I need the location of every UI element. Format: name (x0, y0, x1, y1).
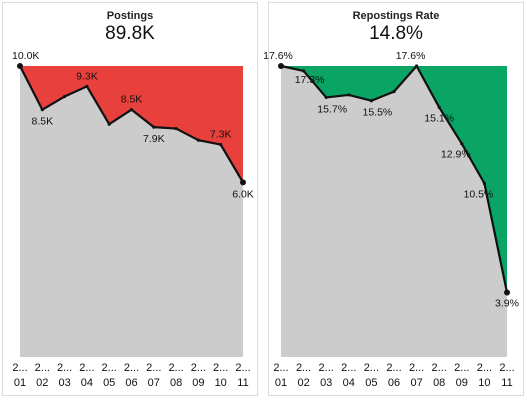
data-label: 8.5K (31, 116, 53, 128)
data-label: 7.9K (143, 133, 165, 145)
data-label: 12.9% (441, 149, 471, 161)
x-tick-label: 2... (386, 362, 401, 374)
x-tick-label: 10 (215, 377, 227, 389)
area-gap (20, 66, 243, 183)
data-point (392, 90, 396, 94)
x-tick-label: 2... (296, 362, 311, 374)
x-tick-label: 2... (409, 362, 424, 374)
data-point (482, 181, 486, 185)
x-tick-label: 2... (168, 362, 183, 374)
data-point (152, 125, 156, 129)
x-tick-label: 2... (454, 362, 469, 374)
x-tick-label: 01 (14, 377, 26, 389)
x-tick-label: 2... (319, 362, 334, 374)
x-tick-label: 10 (478, 377, 490, 389)
x-tick-label: 2... (146, 362, 161, 374)
kpi-value: 14.8% (369, 23, 423, 44)
x-tick-label: 05 (103, 377, 115, 389)
x-tick-label: 2... (432, 362, 447, 374)
x-tick-label: 04 (343, 377, 355, 389)
x-tick-label: 02 (36, 377, 48, 389)
x-tick-label: 04 (81, 377, 93, 389)
x-tick-label: 03 (320, 377, 332, 389)
data-label: 9.3K (76, 70, 98, 82)
data-label: 15.1% (424, 112, 454, 124)
x-tick-label: 2... (57, 362, 72, 374)
x-tick-label: 08 (433, 377, 445, 389)
x-tick-label: 08 (170, 377, 182, 389)
x-tick-label: 2... (124, 362, 139, 374)
x-tick-label: 03 (58, 377, 70, 389)
data-label: 17.6% (396, 50, 426, 62)
data-label: 3.9% (495, 298, 519, 310)
data-point (129, 108, 134, 112)
postings-chart: 10.0K 8.5K 9.3K 8.5K 7.9K 7.3K 6.0K 2... 01 2... 0… (12, 50, 254, 389)
x-tick-label: 2... (341, 362, 356, 374)
x-tick-label: 2... (213, 362, 228, 374)
area-base (281, 66, 507, 357)
x-tick-label: 11 (501, 377, 512, 389)
data-label: 8.5K (121, 94, 143, 106)
x-tick-label: 2... (499, 362, 514, 374)
data-point (40, 108, 44, 112)
repostings-rate-chart: 17.6%17.3%15.7% 15.5%17.6%15.1%12.9%10.5%… (263, 50, 519, 389)
data-point (107, 122, 111, 126)
x-tick-label: 2... (79, 362, 94, 374)
data-point (437, 105, 441, 109)
data-point (460, 142, 464, 146)
x-tick-label: 01 (275, 377, 287, 389)
x-tick-label: 2... (235, 362, 250, 374)
x-tick-label: 06 (125, 377, 137, 389)
x-tick-label: 07 (410, 377, 422, 389)
x-tick-label: 2... (273, 362, 288, 374)
x-tick-label: 2... (12, 362, 27, 374)
data-label: 17.3% (295, 74, 325, 86)
data-label: 10.0K (12, 50, 39, 62)
kpi-value: 89.8K (105, 23, 155, 44)
data-point (219, 142, 223, 147)
x-tick-label: 05 (365, 377, 377, 389)
x-tick-label: 07 (148, 377, 160, 389)
data-label: 7.3K (210, 129, 232, 141)
x-tick-label: 2... (35, 362, 50, 374)
data-point (240, 179, 246, 186)
data-point (17, 63, 23, 69)
data-point (174, 126, 178, 131)
x-tick-label: 09 (192, 377, 204, 389)
area-base (20, 66, 243, 357)
x-tick-label: 09 (456, 377, 468, 389)
x-tick-label: 2... (364, 362, 379, 374)
x-tick-label: 2... (191, 362, 206, 374)
x-tick-label: 06 (388, 377, 400, 389)
postings-panel: Postings 89.8K 10.0K 8.5K 9.3K 8.5K 7.9K 7.3K… (2, 2, 258, 396)
data-point (278, 63, 284, 69)
data-point (347, 93, 351, 97)
data-label: 15.5% (363, 107, 393, 119)
data-point (302, 69, 306, 73)
data-label: 10.5% (464, 188, 494, 200)
area-gap (281, 66, 507, 293)
data-label: 17.6% (263, 50, 293, 62)
data-point (63, 94, 67, 99)
data-label: 6.0K (232, 188, 254, 200)
repostings-rate-panel: Repostings Rate 14.8% 17.6% 17.3% 15.7% 15.… (263, 2, 524, 396)
x-tick-label: 2... (477, 362, 492, 374)
data-point (85, 84, 89, 88)
chart-title: Postings (106, 10, 154, 22)
data-point (415, 64, 419, 68)
data-point (504, 289, 510, 296)
x-tick-label: 02 (297, 377, 309, 389)
data-point (196, 138, 200, 142)
x-tick-label: 11 (237, 377, 248, 389)
chart-title: Repostings Rate (352, 10, 440, 22)
data-point (324, 95, 328, 100)
data-label: 15.7% (317, 103, 347, 115)
x-tick-label: 2... (102, 362, 117, 374)
data-point (369, 99, 373, 103)
